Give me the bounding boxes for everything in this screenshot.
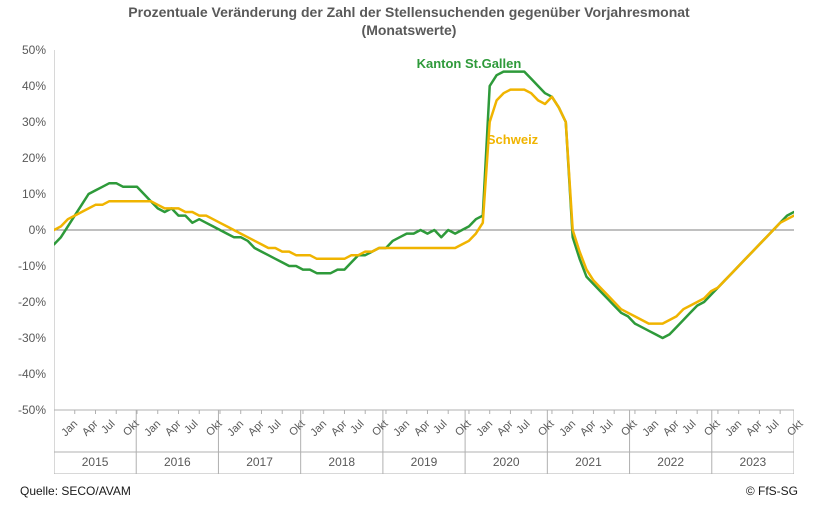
y-tick-label: -40% <box>0 367 46 381</box>
copyright: © FfS-SG <box>746 484 798 498</box>
y-tick-label: 40% <box>0 79 46 93</box>
x-year-label: 2018 <box>328 455 355 469</box>
chart-title: Prozentuale Veränderung der Zahl der Ste… <box>0 4 818 39</box>
series-label-ch: Schweiz <box>487 132 538 147</box>
source-credit: Quelle: SECO/AVAM <box>20 484 131 498</box>
y-tick-label: -50% <box>0 403 46 417</box>
y-tick-label: -10% <box>0 259 46 273</box>
y-tick-label: 20% <box>0 151 46 165</box>
y-tick-label: -30% <box>0 331 46 345</box>
x-year-label: 2020 <box>493 455 520 469</box>
x-year-label: 2023 <box>740 455 767 469</box>
y-tick-label: 0% <box>0 223 46 237</box>
x-year-label: 2015 <box>82 455 109 469</box>
y-tick-label: -20% <box>0 295 46 309</box>
y-tick-label: 30% <box>0 115 46 129</box>
plot-area <box>54 50 794 474</box>
chart-container: Prozentuale Veränderung der Zahl der Ste… <box>0 0 818 514</box>
title-line-1: Prozentuale Veränderung der Zahl der Ste… <box>128 4 689 20</box>
x-year-label: 2016 <box>164 455 191 469</box>
title-line-2: (Monatswerte) <box>362 22 457 38</box>
x-year-label: 2021 <box>575 455 602 469</box>
y-tick-label: 10% <box>0 187 46 201</box>
y-tick-label: 50% <box>0 43 46 57</box>
x-year-label: 2019 <box>411 455 438 469</box>
series-label-sg: Kanton St.Gallen <box>417 56 522 71</box>
x-year-label: 2022 <box>657 455 684 469</box>
x-year-label: 2017 <box>246 455 273 469</box>
